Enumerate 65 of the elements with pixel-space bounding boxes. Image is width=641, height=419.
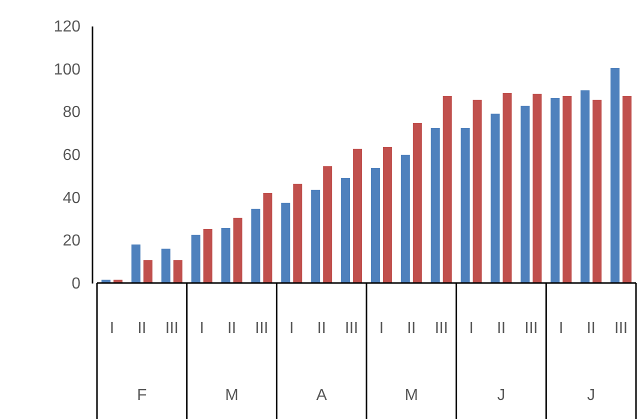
bar [191, 234, 200, 283]
x-tick-label: III [434, 320, 448, 337]
bar [173, 260, 182, 283]
bar [311, 190, 320, 283]
bar [592, 100, 602, 283]
bar [442, 96, 452, 283]
bar [580, 90, 590, 283]
y-tick-label: 80 [62, 104, 81, 122]
text: A [316, 387, 328, 404]
bar [532, 94, 542, 283]
x-tick-label: I [558, 320, 564, 337]
bar [562, 96, 572, 283]
x-tick-label: I [200, 320, 204, 337]
bar [400, 154, 410, 283]
bar [143, 260, 152, 283]
x-tick-label: III [524, 320, 538, 337]
x-tick-label: II [317, 320, 326, 337]
x-tick-label: III [614, 320, 628, 337]
bar [622, 96, 632, 283]
bar [293, 184, 302, 283]
bar [460, 128, 470, 283]
x-tick-label: II [496, 320, 506, 337]
x-tick-label: II [406, 320, 416, 337]
x-tick-label: I [110, 320, 114, 337]
bar [323, 166, 332, 283]
x-tick-label: III [165, 320, 179, 337]
text: J [587, 387, 596, 404]
bar [370, 168, 380, 283]
bar [382, 147, 392, 283]
bar [341, 178, 350, 283]
bar [550, 98, 560, 283]
bar [221, 228, 230, 283]
y-tick-label: 40 [62, 190, 81, 207]
text: J [497, 387, 506, 404]
bar [430, 128, 440, 283]
y-tick-label: 120 [54, 18, 81, 36]
bar [472, 100, 482, 283]
y-tick-label: 20 [62, 232, 81, 250]
x-tick-label: III [344, 320, 358, 337]
text: M [225, 387, 238, 404]
bar [251, 208, 260, 283]
y-tick-label: 60 [62, 147, 81, 164]
bar [412, 123, 422, 283]
text: F [137, 387, 148, 404]
bar [281, 202, 290, 283]
bar [233, 218, 242, 283]
x-tick-label: III [255, 320, 268, 337]
bar [161, 248, 170, 283]
x-tick-label: II [137, 320, 146, 337]
bar [520, 106, 530, 283]
bar [263, 193, 272, 283]
x-tick-label: I [289, 320, 294, 337]
y-tick-label: 0 [72, 276, 81, 292]
x-tick-label: II [227, 320, 236, 337]
bar [610, 68, 620, 283]
x-tick-label: II [586, 320, 596, 337]
bar [131, 244, 140, 283]
x-tick-label: I [379, 320, 384, 337]
bar [490, 114, 500, 283]
y-tick-label: 100 [54, 61, 81, 78]
bar [353, 148, 362, 283]
text: M [404, 387, 418, 404]
bar [502, 93, 512, 283]
x-tick-label: I [469, 320, 474, 337]
bar [203, 229, 212, 283]
